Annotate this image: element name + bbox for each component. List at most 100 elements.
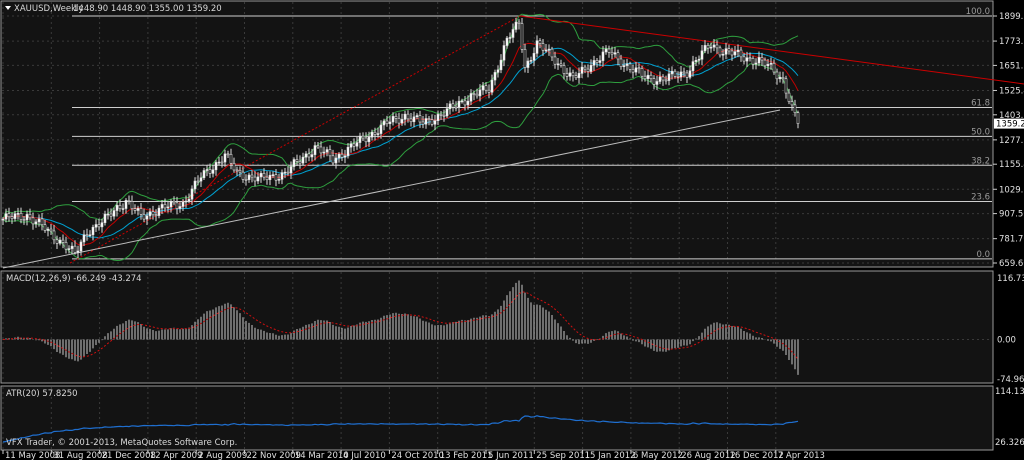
candle	[724, 42, 728, 60]
candle-body	[256, 176, 260, 182]
candle-body	[388, 121, 392, 125]
candle-body	[313, 145, 317, 155]
candle-body	[796, 112, 800, 124]
candle	[241, 166, 245, 183]
candle-body	[433, 120, 437, 125]
candle	[16, 207, 20, 220]
candle-body	[352, 143, 356, 147]
candle	[319, 141, 323, 159]
candle-body	[700, 50, 704, 60]
candle-body	[250, 174, 254, 178]
candle-body	[661, 76, 665, 81]
candle-body	[445, 108, 449, 117]
candle	[547, 44, 551, 56]
candle	[412, 111, 416, 128]
candle-body	[757, 57, 761, 64]
candle-body	[601, 51, 605, 61]
candle-body	[688, 70, 692, 78]
candle-body	[724, 48, 728, 55]
candle-body	[634, 67, 638, 73]
candle-body	[196, 180, 200, 183]
candle-body	[160, 204, 164, 209]
candle	[52, 225, 56, 245]
candle-body	[586, 68, 590, 72]
candle	[124, 198, 128, 214]
candle-body	[337, 153, 341, 159]
candle	[349, 140, 353, 153]
candle	[682, 67, 686, 78]
candle-body	[400, 119, 404, 124]
candle	[616, 49, 620, 65]
candle	[640, 65, 644, 82]
candle	[481, 82, 485, 95]
candle	[46, 226, 50, 237]
candle	[436, 110, 440, 125]
candle	[526, 57, 530, 74]
candle	[217, 156, 221, 165]
price-tick-label: 1899.10	[999, 12, 1024, 22]
candle	[550, 46, 554, 62]
candle	[1, 217, 5, 226]
candle	[130, 195, 134, 215]
candle-body	[364, 137, 368, 143]
candle-body	[217, 161, 221, 164]
candle	[331, 149, 335, 166]
candle-body	[232, 162, 236, 171]
candle	[532, 47, 536, 67]
candle	[292, 157, 296, 171]
candle-body	[25, 214, 29, 221]
copyright-text: VFX Trader, © 2001-2013, MetaQuotes Soft…	[6, 438, 237, 448]
candle-body	[139, 208, 143, 215]
candle-body	[442, 115, 446, 117]
candle	[262, 168, 266, 181]
candle	[355, 136, 359, 150]
collapse-arrow-icon[interactable]	[5, 6, 11, 10]
date-tick-label: 24 Oct 2010	[391, 451, 444, 460]
candle	[742, 52, 746, 65]
candle	[163, 198, 167, 212]
candle	[556, 57, 560, 70]
candle	[712, 38, 716, 52]
date-tick-label: 13 Feb 2011	[440, 451, 493, 460]
candle	[535, 35, 539, 58]
candle	[766, 59, 770, 71]
candle-body	[544, 49, 548, 52]
candle-body	[334, 157, 338, 164]
candle-body	[403, 113, 407, 120]
candle-body	[229, 154, 233, 164]
candle-body	[547, 48, 551, 51]
bollinger-lower-line	[2, 63, 799, 262]
candle	[202, 167, 206, 181]
candle-body	[580, 66, 584, 74]
candle	[478, 84, 482, 102]
candle-body	[763, 59, 767, 67]
date-tick-label: 5 Jun 2011	[488, 451, 534, 460]
date-tick-label: 22 Nov 2009	[247, 451, 301, 460]
candle	[628, 61, 632, 73]
candle	[736, 44, 740, 58]
candle	[739, 46, 743, 62]
candle-body	[772, 62, 776, 73]
candle-body	[220, 161, 224, 164]
candle	[97, 218, 101, 231]
candle	[409, 112, 413, 127]
candle	[397, 112, 401, 129]
candle	[19, 207, 23, 224]
candle	[343, 149, 347, 164]
candle	[787, 88, 791, 105]
candle	[373, 127, 377, 141]
candle-body	[694, 59, 698, 62]
candle-body	[73, 245, 77, 253]
candle-body	[280, 172, 284, 180]
candle-body	[157, 207, 161, 216]
price-tick-label: 1403.30	[999, 111, 1024, 121]
fib-level-label: 100.0	[966, 7, 990, 17]
candle	[346, 142, 350, 159]
candle	[541, 39, 545, 56]
candle-body	[769, 62, 773, 65]
candle-body	[397, 118, 401, 124]
candle-body	[430, 119, 434, 125]
symbol-label: XAUUSD,Weekly	[14, 4, 83, 14]
candle-body	[394, 116, 398, 119]
